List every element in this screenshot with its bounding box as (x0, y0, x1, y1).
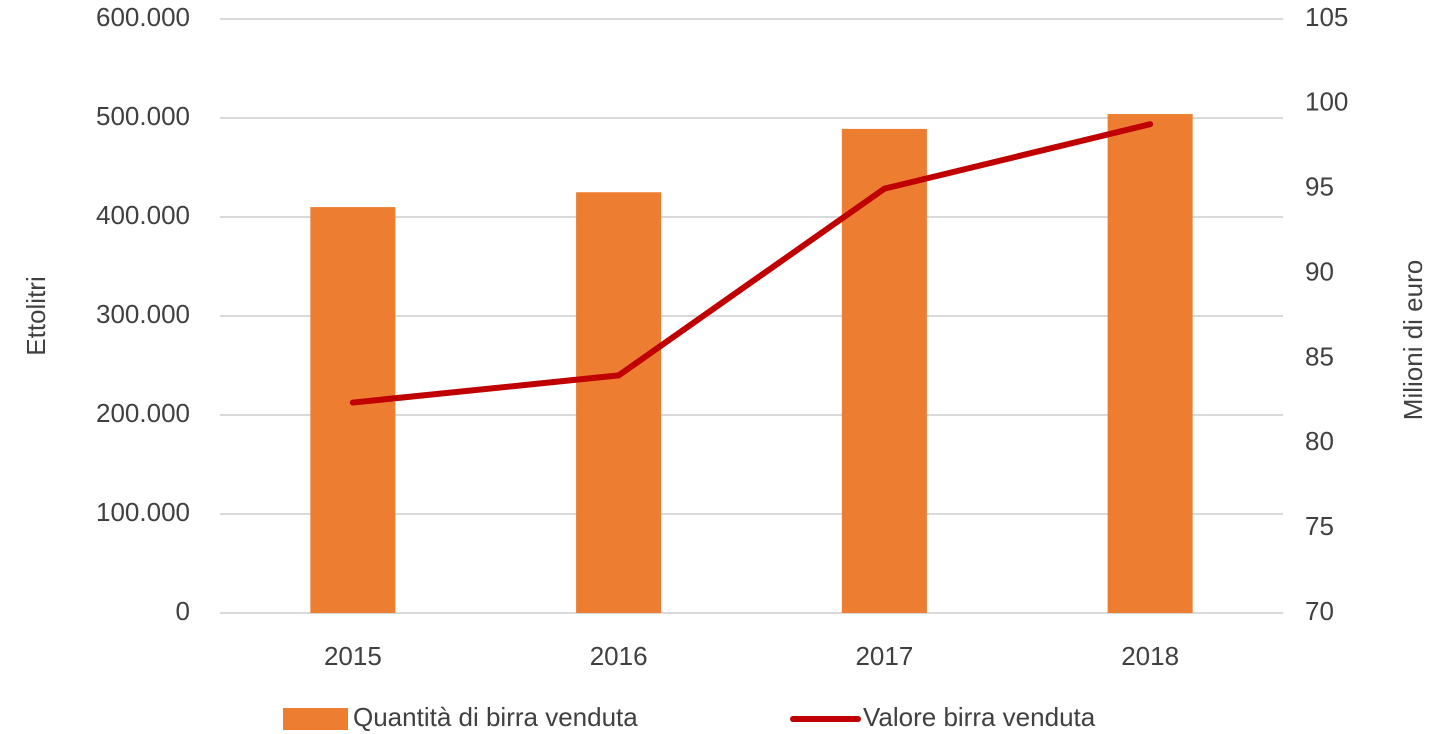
y2-tick-label: 105 (1305, 2, 1348, 32)
bar (1107, 114, 1193, 613)
legend-swatch (283, 708, 348, 730)
y2-tick-label: 70 (1305, 596, 1334, 626)
x-tick-label: 2017 (855, 641, 913, 671)
bar (841, 128, 927, 613)
y2-tick-label: 100 (1305, 87, 1348, 117)
line (349, 121, 1154, 406)
bar (310, 207, 396, 613)
x-tick-label: 2018 (1121, 641, 1179, 671)
legend-label: Quantità di birra venduta (353, 702, 638, 732)
y-tick-label: 100.000 (96, 497, 190, 527)
y-tick-label: 400.000 (96, 200, 190, 230)
y-tick-label: 500.000 (96, 101, 190, 131)
legend-label: Valore birra venduta (863, 702, 1096, 732)
x-tick-label: 2015 (324, 641, 382, 671)
y-tick-label: 300.000 (96, 299, 190, 329)
y2-tick-label: 95 (1305, 172, 1334, 202)
y-tick-label: 0 (176, 596, 190, 626)
x-tick-label: 2016 (590, 641, 648, 671)
y-tick-label: 600.000 (96, 2, 190, 32)
y-tick-label: 200.000 (96, 398, 190, 428)
y2-tick-label: 80 (1305, 426, 1334, 456)
y2-tick-label: 75 (1305, 511, 1334, 541)
bar (576, 192, 662, 613)
y2-tick-label: 85 (1305, 341, 1334, 371)
y-axis-title: Ettolitri (21, 276, 51, 355)
y2-tick-label: 90 (1305, 256, 1334, 286)
y2-axis-title: Milioni di euro (1398, 260, 1428, 420)
